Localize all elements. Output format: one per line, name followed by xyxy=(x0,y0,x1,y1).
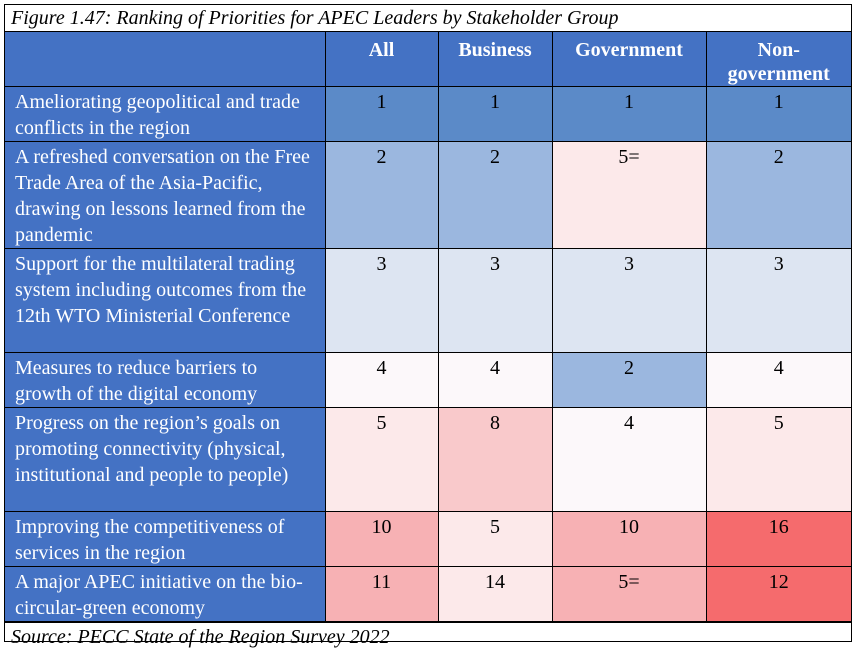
source-note: Source: PECC State of the Region Survey … xyxy=(5,622,851,652)
rank-cell: 11 xyxy=(324,566,439,622)
rank-cell: 5= xyxy=(551,141,707,249)
rank-cell: 2 xyxy=(437,141,553,249)
row-label: Progress on the region’s goals on promot… xyxy=(5,407,326,512)
figure-caption: Figure 1.47: Ranking of Priorities for A… xyxy=(5,5,851,32)
rank-cell: 8 xyxy=(437,407,553,512)
table-row: A major APEC initiative on the bio-circu… xyxy=(5,566,851,622)
rank-cell: 10 xyxy=(324,511,439,567)
rank-cell: 5= xyxy=(551,566,707,622)
rank-cell: 2 xyxy=(705,141,851,249)
row-label: Ameliorating geopolitical and trade conf… xyxy=(5,86,326,142)
rank-cell: 3 xyxy=(324,248,439,353)
rank-cell: 1 xyxy=(324,86,439,142)
rank-cell: 3 xyxy=(437,248,553,353)
row-label: Support for the multilateral trading sys… xyxy=(5,248,326,353)
column-header: Non-government xyxy=(705,32,851,87)
table-row: Improving the competitiveness of service… xyxy=(5,511,851,567)
rank-cell: 2 xyxy=(551,352,707,408)
row-label: A major APEC initiative on the bio-circu… xyxy=(5,566,326,622)
rank-cell: 14 xyxy=(437,566,553,622)
table-body: Ameliorating geopolitical and trade conf… xyxy=(5,86,851,622)
rank-cell: 5 xyxy=(324,407,439,512)
rank-cell: 1 xyxy=(437,86,553,142)
table-row: Progress on the region’s goals on promot… xyxy=(5,407,851,512)
priority-table: All Business Government Non-government A… xyxy=(5,32,851,622)
table-row: Support for the multilateral trading sys… xyxy=(5,248,851,353)
header-row: All Business Government Non-government xyxy=(5,32,851,87)
table-row: A refreshed conversation on the Free Tra… xyxy=(5,141,851,249)
column-header: Business xyxy=(437,32,553,87)
row-label: A refreshed conversation on the Free Tra… xyxy=(5,141,326,249)
rank-cell: 5 xyxy=(705,407,851,512)
rank-cell: 4 xyxy=(437,352,553,408)
table-row: Measures to reduce barriers to growth of… xyxy=(5,352,851,408)
rank-cell: 4 xyxy=(551,407,707,512)
rank-cell: 2 xyxy=(324,141,439,249)
table-row: Ameliorating geopolitical and trade conf… xyxy=(5,86,851,142)
rank-cell: 3 xyxy=(551,248,707,353)
column-header: Government xyxy=(551,32,707,87)
rank-cell: 3 xyxy=(705,248,851,353)
column-header: All xyxy=(324,32,439,87)
rank-cell: 16 xyxy=(705,511,851,567)
rank-cell: 1 xyxy=(705,86,851,142)
rank-cell: 12 xyxy=(705,566,851,622)
rank-cell: 1 xyxy=(551,86,707,142)
rank-cell: 5 xyxy=(437,511,553,567)
row-label: Improving the competitiveness of service… xyxy=(5,511,326,567)
figure-frame: Figure 1.47: Ranking of Priorities for A… xyxy=(4,4,852,648)
header-empty xyxy=(5,32,326,87)
rank-cell: 10 xyxy=(551,511,707,567)
rank-cell: 4 xyxy=(705,352,851,408)
rank-cell: 4 xyxy=(324,352,439,408)
row-label: Measures to reduce barriers to growth of… xyxy=(5,352,326,408)
